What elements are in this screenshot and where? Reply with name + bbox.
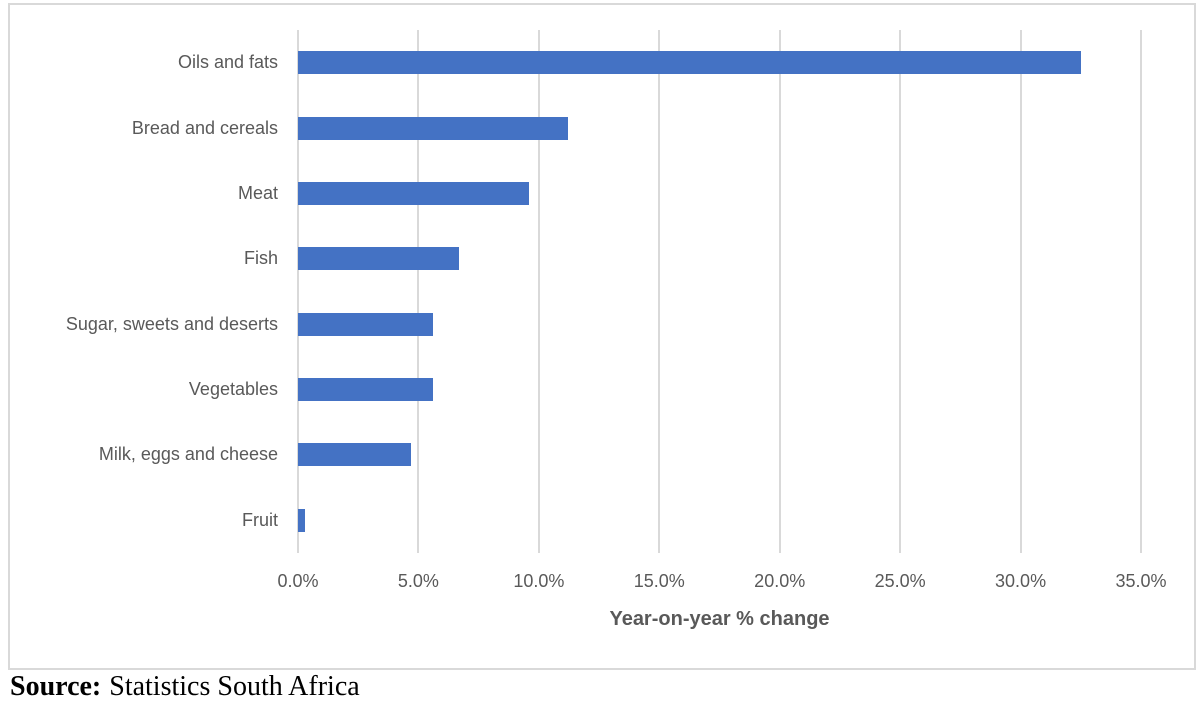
x-axis-tick-labels: 0.0% 5.0% 10.0% 15.0% 20.0% 25.0% 30.0% 35.0% (277, 571, 1166, 595)
gridline (899, 30, 902, 553)
category-label: Bread and cereals (131, 117, 278, 138)
category-label: Fish (243, 248, 278, 269)
source-line: Source: Statistics South Africa (10, 671, 360, 703)
chart-frame: Oils and fats Bread and cereals Meat Fish Su… (8, 3, 1196, 670)
gridline (1140, 30, 1142, 553)
x-tick-label: 10.0% (513, 571, 565, 591)
x-tick-label: 0.0% (277, 571, 319, 591)
x-tick-label: 15.0% (633, 571, 685, 591)
gridline (297, 30, 299, 553)
bar-sugar-sweets-and-deserts (298, 312, 433, 336)
plot-area (297, 30, 1142, 553)
gridline (417, 30, 420, 553)
x-tick-label: 25.0% (874, 571, 926, 591)
bar-meat (298, 181, 530, 205)
gridline (778, 30, 781, 553)
category-label: Sugar, sweets and deserts (65, 313, 278, 334)
x-tick-label: 30.0% (995, 571, 1047, 591)
bar-vegetables (298, 378, 433, 402)
bar-fruit (298, 508, 306, 532)
x-tick-label: 20.0% (754, 571, 806, 591)
category-label: Milk, eggs and cheese (98, 444, 278, 465)
x-axis-title: Year-on-year % change (609, 608, 830, 630)
gridline (1019, 30, 1022, 553)
category-axis-labels: Oils and fats Bread and cereals Meat Fish Su… (10, 30, 278, 553)
gridline (658, 30, 661, 553)
x-tick-label: 35.0% (1115, 571, 1167, 591)
category-label: Fruit (242, 509, 278, 530)
category-label: Meat (237, 182, 278, 203)
source-value: Statistics South Africa (109, 671, 360, 702)
category-label: Vegetables (188, 379, 278, 400)
source-label: Source: (10, 671, 102, 702)
gridline (537, 30, 540, 553)
category-label: Oils and fats (177, 52, 278, 73)
bar-milk-eggs-and-cheese (298, 443, 412, 467)
bar-fish (298, 247, 460, 271)
bar-oils-and-fats (298, 51, 1081, 75)
bar-bread-and-cereals (298, 116, 568, 140)
x-tick-label: 5.0% (397, 571, 439, 591)
